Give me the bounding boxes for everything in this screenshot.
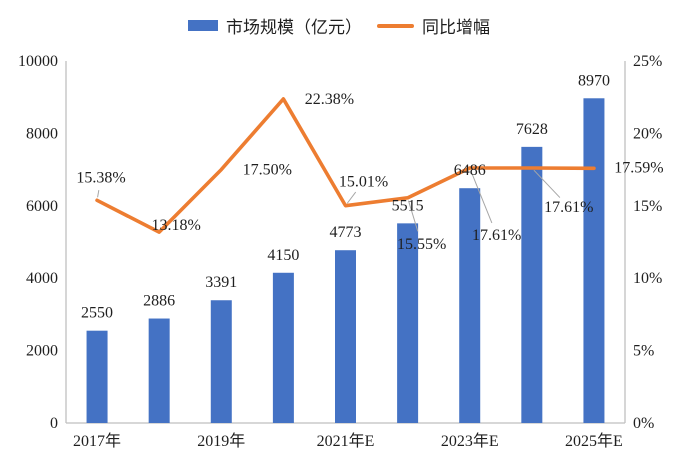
- bar-label-2886: 2886: [143, 293, 175, 310]
- left-axis-tick-6000: 6000: [26, 198, 58, 215]
- bar-4773: [335, 250, 356, 423]
- bar-label-6486: 6486: [454, 162, 486, 179]
- line-label-3-22.38%: 22.38%: [305, 91, 354, 108]
- left-axis-tick-0: 0: [50, 415, 58, 432]
- legend-item-market-size: 市场规模（亿元）: [188, 13, 362, 38]
- chart-legend: 市场规模（亿元） 同比增幅: [188, 13, 490, 38]
- left-axis-tick-10000: 10000: [18, 53, 58, 70]
- bar-label-2550: 2550: [81, 305, 113, 322]
- bar-5515: [397, 223, 419, 423]
- growth-rate-line: [95, 97, 596, 234]
- legend-label-growth-rate: 同比增幅: [422, 18, 490, 37]
- bar-label-4773: 4773: [330, 224, 362, 241]
- leader-line-4: [346, 191, 357, 204]
- left-axis-tick-4000: 4000: [26, 270, 58, 287]
- bar-label-5515: 5515: [392, 197, 424, 214]
- x-axis-tick-2023年E: 2023年E: [441, 432, 499, 450]
- leader-line-0: [97, 190, 100, 198]
- bar-2886: [148, 318, 170, 423]
- leader-line-7: [533, 169, 561, 198]
- bar-6486: [459, 188, 481, 423]
- left-axis-tick-2000: 2000: [26, 343, 58, 360]
- line-label-7-17.61%: 17.61%: [544, 199, 593, 216]
- x-axis-tick-2025年E: 2025年E: [565, 432, 623, 450]
- bar-label-8970: 8970: [578, 72, 610, 89]
- legend-label-market-size: 市场规模（亿元）: [226, 18, 362, 37]
- bar-series-swatch-icon: [188, 20, 218, 31]
- x-axis-tick-2019年: 2019年: [197, 432, 245, 450]
- bar-label-7628: 7628: [516, 121, 548, 138]
- right-axis-tick-10%: 10%: [633, 270, 662, 287]
- right-axis-tick-0%: 0%: [633, 415, 654, 432]
- left-axis-tick-8000: 8000: [26, 125, 58, 142]
- line-label-4-15.01%: 15.01%: [339, 174, 388, 191]
- x-axis-tick-2021年E: 2021年E: [317, 432, 375, 450]
- leader-line-6: [470, 170, 493, 224]
- line-label-5-15.55%: 15.55%: [397, 236, 446, 253]
- right-axis-tick-20%: 20%: [633, 125, 662, 142]
- bar-4150: [272, 272, 294, 423]
- line-label-2-17.50%: 17.50%: [243, 162, 292, 179]
- legend-item-growth-rate: 同比增幅: [377, 13, 490, 38]
- leader-line-5: [408, 200, 419, 232]
- bar-label-4150: 4150: [267, 247, 299, 264]
- bar-3391: [210, 300, 232, 423]
- right-axis-tick-15%: 15%: [633, 198, 662, 215]
- line-label-6-17.61%: 17.61%: [472, 227, 521, 244]
- x-axis-tick-2017年: 2017年: [73, 432, 121, 450]
- line-label-1-13.18%: 13.18%: [152, 217, 201, 234]
- bar-8970: [583, 98, 605, 423]
- right-axis-tick-5%: 5%: [633, 343, 654, 360]
- bar-label-3391: 3391: [205, 274, 237, 291]
- line-label-0-15.38%: 15.38%: [76, 169, 125, 186]
- bar-2550: [86, 330, 108, 423]
- bar-7628: [521, 146, 543, 423]
- line-series-swatch-icon: [377, 23, 414, 28]
- line-label-8-17.59%: 17.59%: [614, 159, 663, 176]
- right-axis-tick-25%: 25%: [633, 53, 662, 70]
